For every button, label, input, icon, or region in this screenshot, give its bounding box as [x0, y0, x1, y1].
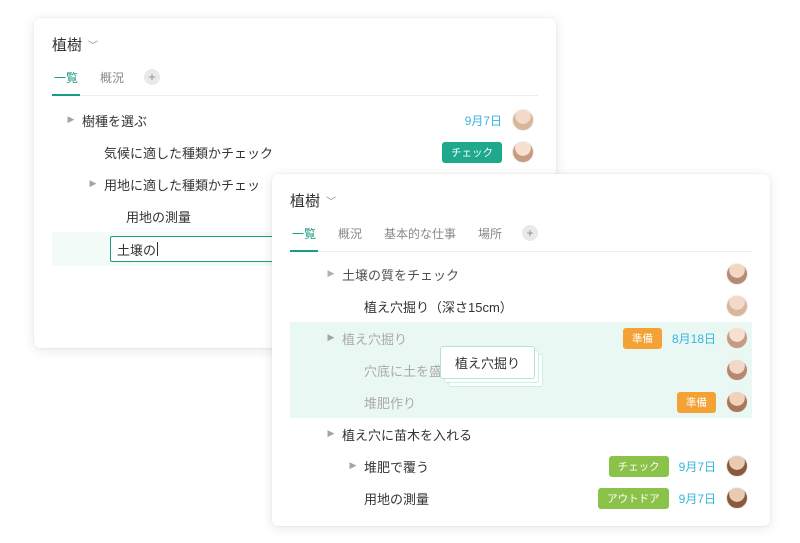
task-tag: チェック: [609, 456, 669, 477]
tab-basic[interactable]: 基本的な仕事: [382, 219, 458, 252]
avatar[interactable]: [726, 455, 748, 477]
avatar[interactable]: [726, 327, 748, 349]
task-label: 気候に適した種類かチェック: [104, 143, 273, 162]
task-label: 用地の測量: [364, 489, 429, 508]
task-date: 9月7日: [465, 112, 502, 129]
caret-icon[interactable]: ▶: [326, 268, 336, 279]
task-row[interactable]: ▶ 土壌の質をチェック: [290, 258, 752, 290]
avatar[interactable]: [512, 109, 534, 131]
tab-list[interactable]: 一覧: [52, 63, 80, 96]
panel-title: 植樹: [52, 34, 82, 55]
task-label: 用地に適した種類かチェッ: [104, 175, 260, 194]
caret-icon[interactable]: ▶: [326, 428, 336, 439]
task-row[interactable]: ▶ 樹種を選ぶ 9月7日: [52, 104, 538, 136]
avatar[interactable]: [726, 359, 748, 381]
drag-ghost[interactable]: 植え穴掘り: [440, 346, 535, 379]
task-tag: 準備: [677, 392, 716, 413]
avatar[interactable]: [726, 295, 748, 317]
task-label: 樹種を選ぶ: [82, 111, 147, 130]
add-tab-button[interactable]: +: [522, 225, 538, 241]
chevron-down-icon: ﹀: [88, 37, 98, 52]
caret-icon[interactable]: ▶: [88, 178, 98, 189]
text-cursor: [157, 242, 158, 256]
task-row[interactable]: ▶ 用地の測量 アウトドア 9月7日: [290, 482, 752, 514]
task-date: 8月18日: [672, 330, 716, 347]
task-date: 9月7日: [679, 458, 716, 475]
task-label: 植え穴に苗木を入れる: [342, 425, 472, 444]
caret-icon[interactable]: ▶: [326, 332, 336, 343]
tabs: 一覧 概況 基本的な仕事 場所 +: [290, 219, 752, 252]
tab-overview[interactable]: 概況: [336, 219, 364, 252]
task-row[interactable]: ▶ 植え穴掘り（深さ15cm）: [290, 290, 752, 322]
task-label: 土壌の質をチェック: [342, 265, 459, 284]
task-tag: アウトドア: [598, 488, 669, 509]
caret-icon[interactable]: ▶: [66, 114, 76, 125]
chevron-down-icon: ﹀: [326, 193, 336, 208]
task-label: 堆肥で覆う: [364, 457, 429, 476]
task-rows: ▶ 土壌の質をチェック ▶ 植え穴掘り（深さ15cm） ▶ 植え穴掘り 準備 8…: [290, 260, 752, 514]
panel-title: 植樹: [290, 190, 320, 211]
task-label: 植え穴掘り: [342, 329, 407, 348]
task-row[interactable]: ▶ 植え穴に苗木を入れる: [290, 418, 752, 450]
panel-title-row[interactable]: 植樹 ﹀: [290, 190, 752, 211]
tabs: 一覧 概況 +: [52, 63, 538, 96]
avatar[interactable]: [512, 141, 534, 163]
task-row[interactable]: ▶ 堆肥で覆う チェック 9月7日: [290, 450, 752, 482]
tab-list[interactable]: 一覧: [290, 219, 318, 252]
avatar[interactable]: [726, 391, 748, 413]
task-label: 植え穴掘り（深さ15cm）: [364, 297, 513, 316]
input-value: 土壌の: [117, 240, 156, 259]
task-tag: 準備: [623, 328, 662, 349]
tab-location[interactable]: 場所: [476, 219, 504, 252]
task-row[interactable]: ▶ 気候に適した種類かチェック チェック: [52, 136, 538, 168]
task-label: 用地の測量: [126, 207, 191, 226]
drag-ghost-label: 植え穴掘り: [455, 356, 520, 371]
task-row[interactable]: ▶ 堆肥作り 準備: [290, 386, 752, 418]
tab-overview[interactable]: 概況: [98, 63, 126, 96]
caret-icon[interactable]: ▶: [348, 460, 358, 471]
avatar[interactable]: [726, 487, 748, 509]
task-date: 9月7日: [679, 490, 716, 507]
avatar[interactable]: [726, 263, 748, 285]
task-label: 堆肥作り: [364, 393, 416, 412]
panel-title-row[interactable]: 植樹 ﹀: [52, 34, 538, 55]
task-tag: チェック: [442, 142, 502, 163]
add-tab-button[interactable]: +: [144, 69, 160, 85]
